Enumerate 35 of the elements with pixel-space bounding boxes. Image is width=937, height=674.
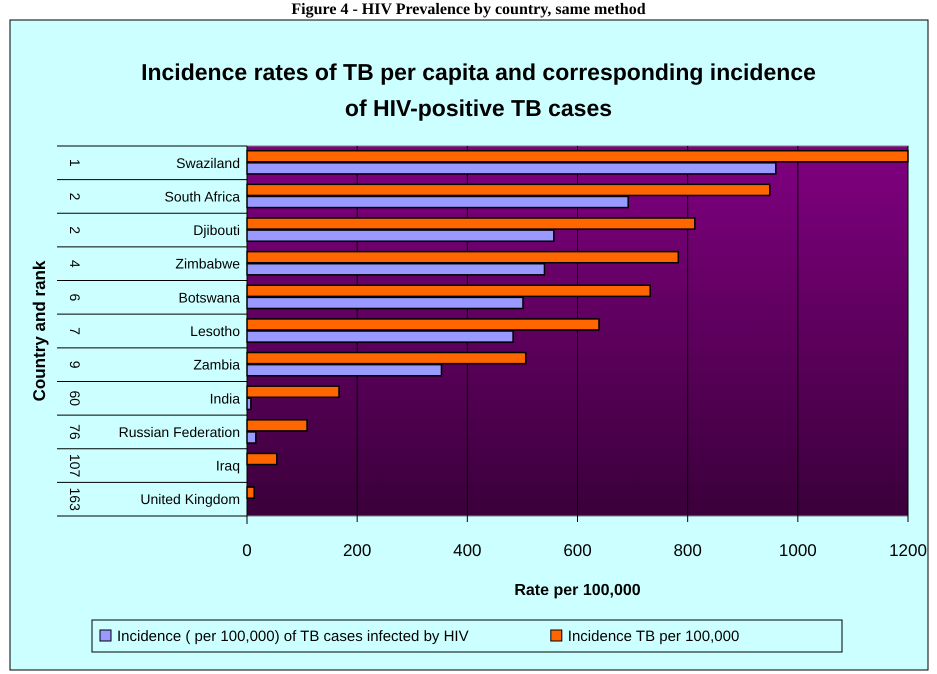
y-tick-label: South Africa bbox=[164, 188, 240, 204]
y-tick-label: Lesotho bbox=[190, 323, 240, 339]
y2-tick-label: 60 bbox=[67, 390, 83, 406]
y-tick-label: Zimbabwe bbox=[175, 256, 240, 272]
y-tick-label: Djibouti bbox=[193, 222, 240, 238]
legend-label: Incidence TB per 100,000 bbox=[568, 628, 740, 645]
y2-tick-label: 163 bbox=[67, 488, 83, 512]
x-tick-label: 1200 bbox=[889, 541, 927, 560]
caption: Figure 4 - HIV Prevalence by country, same method bbox=[291, 1, 646, 18]
x-tick-label: 1000 bbox=[778, 541, 817, 560]
x-tick-label: 400 bbox=[453, 541, 482, 560]
x-tick-label: 0 bbox=[242, 541, 252, 560]
y2-tick-label: 6 bbox=[67, 293, 83, 302]
y-tick-label: United Kingdom bbox=[140, 491, 240, 508]
y-tick-label: Swaziland bbox=[176, 154, 240, 171]
y-tick-label: Iraq bbox=[216, 458, 240, 474]
y2-tick-label: 4 bbox=[67, 260, 83, 268]
x-tick-label: 600 bbox=[563, 541, 592, 560]
y2-tick-label: 2 bbox=[67, 226, 83, 234]
y-axis-title: Country and rank bbox=[30, 260, 49, 402]
y2-tick-label: 1 bbox=[67, 158, 83, 167]
x-axis-title: Rate per 100,000 bbox=[514, 582, 641, 599]
y-tick-label: Zambia bbox=[193, 356, 240, 373]
legend-label: Incidence ( per 100,000) of TB cases infected by HIV bbox=[117, 628, 469, 645]
chart-title: Incidence rates of TB per capita and corresponding incidence of HIV-positive TB cases bbox=[141, 59, 816, 121]
y-tick-label: Russian Federation bbox=[118, 424, 240, 440]
y2-tick-label: 7 bbox=[67, 327, 83, 336]
x-tick-label: 800 bbox=[673, 541, 702, 560]
y2-tick-label: 9 bbox=[67, 360, 83, 369]
y-tick-label: India bbox=[210, 390, 240, 406]
y2-tick-label: 76 bbox=[67, 424, 83, 440]
y2-tick-label: 107 bbox=[67, 454, 83, 478]
x-tick-label: 200 bbox=[342, 541, 372, 560]
y2-tick-label: 2 bbox=[67, 192, 83, 201]
y-tick-label: Botswana bbox=[178, 289, 240, 306]
